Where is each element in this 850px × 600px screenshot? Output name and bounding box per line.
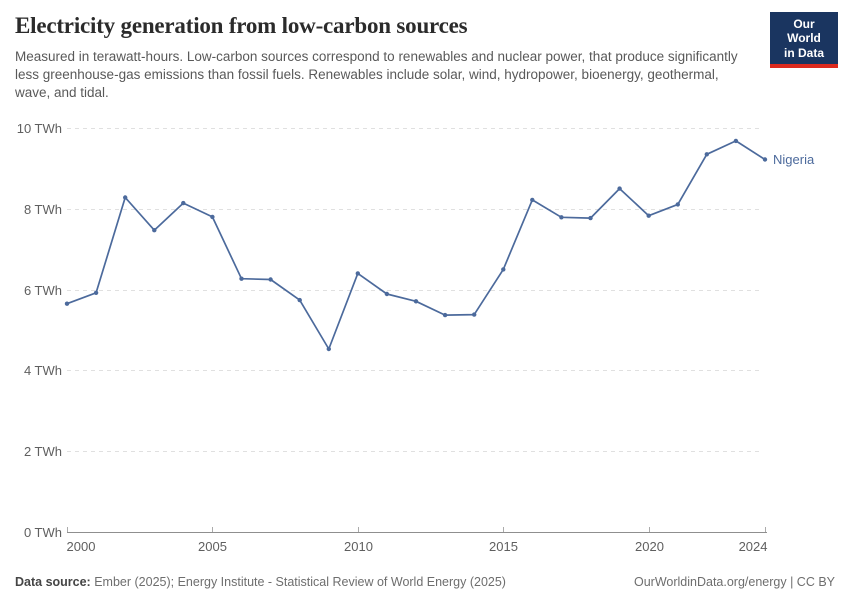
data-point-2019[interactable] bbox=[617, 186, 622, 191]
chart-footer: Data source: Ember (2025); Energy Instit… bbox=[15, 575, 835, 589]
y-tick-label-8: 8 TWh bbox=[24, 202, 62, 217]
owid-logo-line2: in Data bbox=[783, 45, 824, 60]
data-source: Data source: Ember (2025); Energy Instit… bbox=[15, 575, 506, 589]
y-tick-label-4: 4 TWh bbox=[24, 363, 62, 378]
y-tick-label-10: 10 TWh bbox=[17, 121, 62, 136]
data-point-2000[interactable] bbox=[64, 301, 70, 306]
x-tick-label-2020: 2020 bbox=[635, 539, 664, 554]
series-end-label[interactable]: Nigeria bbox=[773, 152, 815, 167]
data-point-2015[interactable] bbox=[501, 267, 506, 272]
data-point-2017[interactable] bbox=[559, 215, 564, 220]
series-line-nigeria[interactable] bbox=[66, 140, 766, 350]
data-point-2012[interactable] bbox=[413, 299, 419, 304]
x-tick-label-2005: 2005 bbox=[198, 539, 227, 554]
data-point-2021[interactable] bbox=[675, 202, 680, 207]
chart-subtitle: Measured in terawatt-hours. Low-carbon s… bbox=[15, 49, 738, 100]
data-point-2010[interactable] bbox=[355, 271, 360, 276]
page-title: Electricity generation from low-carbon s… bbox=[15, 13, 468, 38]
data-point-2020[interactable] bbox=[646, 213, 651, 218]
data-point-2023[interactable] bbox=[733, 138, 739, 144]
x-tick-label-2000: 2000 bbox=[67, 539, 96, 554]
chart-header: Electricity generation from low-carbon s… bbox=[15, 13, 755, 101]
data-point-2008[interactable] bbox=[297, 297, 302, 303]
data-point-2016[interactable] bbox=[530, 197, 535, 203]
data-point-2002[interactable] bbox=[123, 195, 128, 200]
footer-link[interactable]: OurWorldinData.org/energy | CC BY bbox=[633, 575, 835, 589]
y-tick-label-0: 0 TWh bbox=[24, 525, 62, 540]
y-tick-label-6: 6 TWh bbox=[24, 283, 62, 298]
data-source-text: Ember (2025); Energy Institute - Statist… bbox=[94, 575, 506, 589]
owid-logo[interactable]: Our World in Data bbox=[770, 12, 838, 69]
data-point-2011[interactable] bbox=[384, 291, 390, 297]
data-point-2004[interactable] bbox=[181, 200, 186, 206]
data-source-label: Data source: bbox=[15, 575, 91, 589]
data-point-2014[interactable] bbox=[472, 312, 477, 317]
data-point-2007[interactable] bbox=[268, 277, 273, 282]
data-point-2018[interactable] bbox=[588, 215, 593, 221]
data-point-2013[interactable] bbox=[442, 312, 448, 318]
x-tick-label-2015: 2015 bbox=[489, 539, 518, 554]
y-tick-label-2: 2 TWh bbox=[24, 444, 62, 459]
data-point-2005[interactable] bbox=[210, 214, 215, 220]
data-point-2024[interactable] bbox=[762, 157, 768, 162]
data-point-2022[interactable] bbox=[704, 152, 709, 157]
x-tick-label-2024: 2024 bbox=[739, 539, 768, 554]
x-tick-label-2010: 2010 bbox=[344, 539, 373, 554]
data-point-2006[interactable] bbox=[239, 276, 244, 281]
data-point-2009[interactable] bbox=[326, 346, 331, 352]
data-point-2003[interactable] bbox=[152, 228, 157, 233]
data-point-2001[interactable] bbox=[93, 290, 99, 295]
owid-logo-line1: Our World bbox=[787, 17, 821, 46]
